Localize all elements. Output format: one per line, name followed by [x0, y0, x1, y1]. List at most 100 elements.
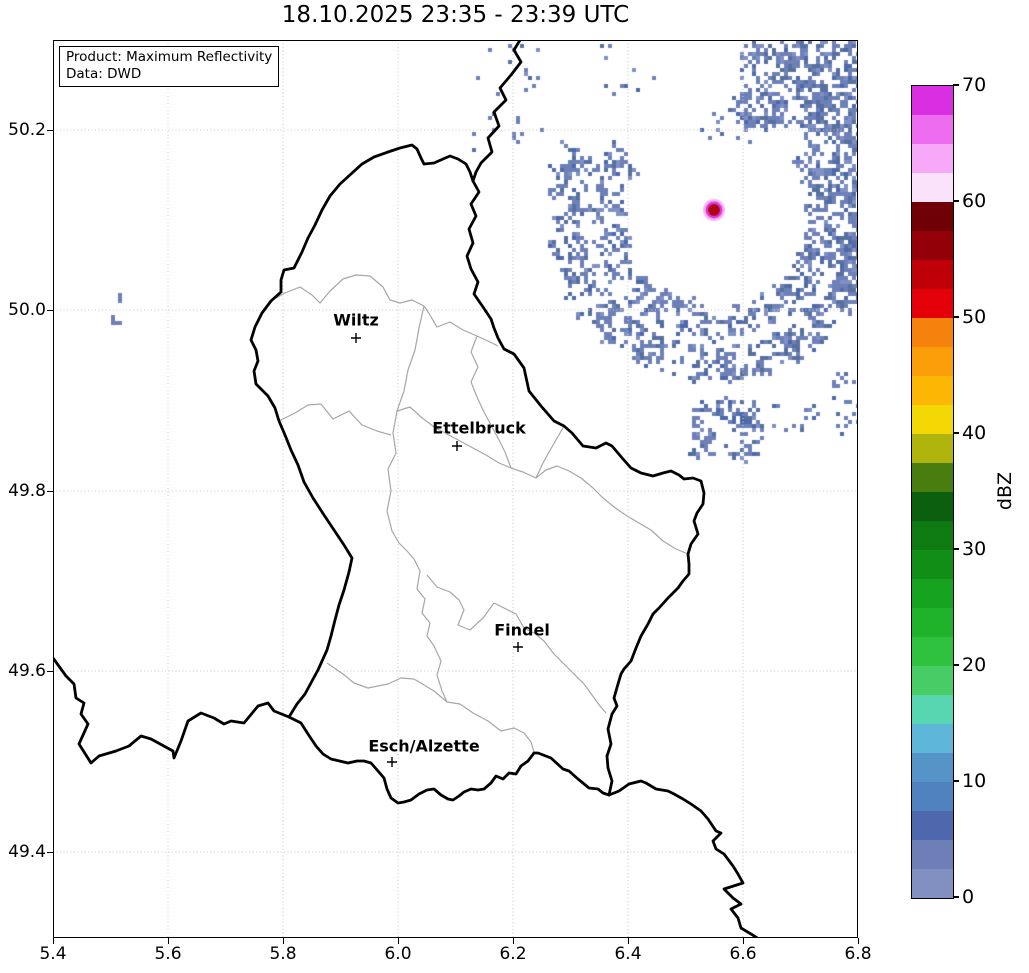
x-tick-mark	[52, 938, 54, 944]
x-tick-label: 5.8	[269, 944, 297, 964]
y-tick-mark	[47, 851, 53, 853]
y-tick-mark	[47, 670, 53, 672]
colorbar-segment	[912, 752, 953, 782]
colorbar-tick-label: 10	[962, 770, 987, 792]
country-border	[471, 40, 523, 183]
colorbar-tick-label: 60	[962, 190, 987, 212]
colorbar-tick-mark	[953, 780, 959, 782]
country-border	[249, 143, 475, 719]
country-border	[287, 715, 611, 805]
x-tick-label: 6.6	[729, 944, 757, 964]
colorbar-tick-mark	[953, 896, 959, 898]
colorbar-segment	[912, 839, 953, 869]
info-product-line: Product: Maximum Reflectivity	[66, 49, 273, 65]
x-tick-mark	[397, 938, 399, 944]
colorbar-tick-mark	[953, 84, 959, 86]
x-tick-mark	[282, 938, 284, 944]
map-borders-layer	[53, 40, 858, 938]
y-tick-label: 49.6	[8, 661, 46, 681]
colorbar-tick-label: 50	[962, 306, 987, 328]
canton-border	[470, 335, 512, 469]
city-label: Findel	[494, 620, 550, 640]
colorbar-segment	[912, 317, 953, 347]
colorbar-segment	[912, 433, 953, 463]
x-tick-label: 6.8	[844, 944, 872, 964]
x-tick-label: 5.4	[39, 944, 67, 964]
canton-border	[535, 425, 565, 479]
colorbar-segment	[912, 114, 953, 144]
colorbar-segment	[912, 578, 953, 608]
x-tick-mark	[857, 938, 859, 944]
radar-echo-layer	[53, 40, 858, 938]
colorbar-segment	[912, 723, 953, 753]
info-box: Product: Maximum Reflectivity Data: DWD	[59, 46, 280, 87]
colorbar-tick-label: 70	[962, 74, 987, 96]
x-tick-mark	[512, 938, 514, 944]
colorbar-segment	[912, 636, 953, 666]
colorbar-segment	[912, 375, 953, 405]
x-tick-label: 6.4	[614, 944, 642, 964]
colorbar-segment	[912, 520, 953, 550]
figure-title: 18.10.2025 23:35 - 23:39 UTC	[281, 2, 630, 28]
colorbar-segment	[912, 665, 953, 695]
colorbar-tick-mark	[953, 316, 959, 318]
colorbar	[911, 85, 954, 899]
canton-border	[386, 305, 448, 703]
colorbar-tick-label: 30	[962, 538, 987, 560]
colorbar-segment	[912, 259, 953, 289]
city-marker-icon	[387, 757, 397, 767]
y-tick-mark	[47, 129, 53, 131]
colorbar-tick-mark	[953, 548, 959, 550]
country-border	[607, 779, 760, 938]
y-tick-label: 50.2	[8, 120, 46, 140]
city-marker-icon	[351, 333, 361, 343]
colorbar-unit-label: dBZ	[994, 471, 1016, 511]
colorbar-segment	[912, 781, 953, 811]
colorbar-segment	[912, 172, 953, 202]
y-tick-label: 50.0	[8, 300, 46, 320]
info-data-line: Data: DWD	[66, 66, 142, 82]
canton-border	[396, 406, 689, 555]
colorbar-segment	[912, 607, 953, 637]
colorbar-segment	[912, 549, 953, 579]
colorbar-tick-mark	[953, 664, 959, 666]
colorbar-segment	[912, 462, 953, 492]
colorbar-segment	[912, 404, 953, 434]
y-tick-mark	[47, 490, 53, 492]
city-label: Esch/Alzette	[368, 736, 480, 756]
x-tick-label: 5.6	[154, 944, 182, 964]
colorbar-segment	[912, 85, 953, 115]
colorbar-tick-label: 0	[962, 886, 975, 908]
x-tick-mark	[627, 938, 629, 944]
colorbar-segment	[912, 230, 953, 260]
canton-border	[271, 274, 499, 347]
city-marker-icon	[513, 642, 523, 652]
country-border	[53, 656, 291, 765]
city-label: Wiltz	[333, 310, 379, 330]
country-border	[465, 179, 706, 797]
colorbar-tick-mark	[953, 432, 959, 434]
colorbar-segment	[912, 201, 953, 231]
y-tick-label: 49.8	[8, 481, 46, 501]
colorbar-segment	[912, 288, 953, 318]
y-tick-label: 49.4	[8, 842, 46, 862]
colorbar-tick-label: 40	[962, 422, 987, 444]
y-tick-mark	[47, 309, 53, 311]
canton-border	[326, 662, 535, 753]
colorbar-segment	[912, 346, 953, 376]
city-marker-icon	[452, 441, 462, 451]
city-label: Ettelbruck	[432, 418, 526, 438]
canton-border	[426, 574, 607, 714]
colorbar-segment	[912, 868, 953, 898]
colorbar-segment	[912, 694, 953, 724]
colorbar-tick-label: 20	[962, 654, 987, 676]
x-tick-label: 6.0	[384, 944, 412, 964]
x-tick-label: 6.2	[499, 944, 527, 964]
canton-border	[278, 403, 392, 436]
colorbar-segment	[912, 491, 953, 521]
colorbar-tick-mark	[953, 200, 959, 202]
x-tick-mark	[167, 938, 169, 944]
colorbar-segment	[912, 810, 953, 840]
colorbar-segment	[912, 143, 953, 173]
